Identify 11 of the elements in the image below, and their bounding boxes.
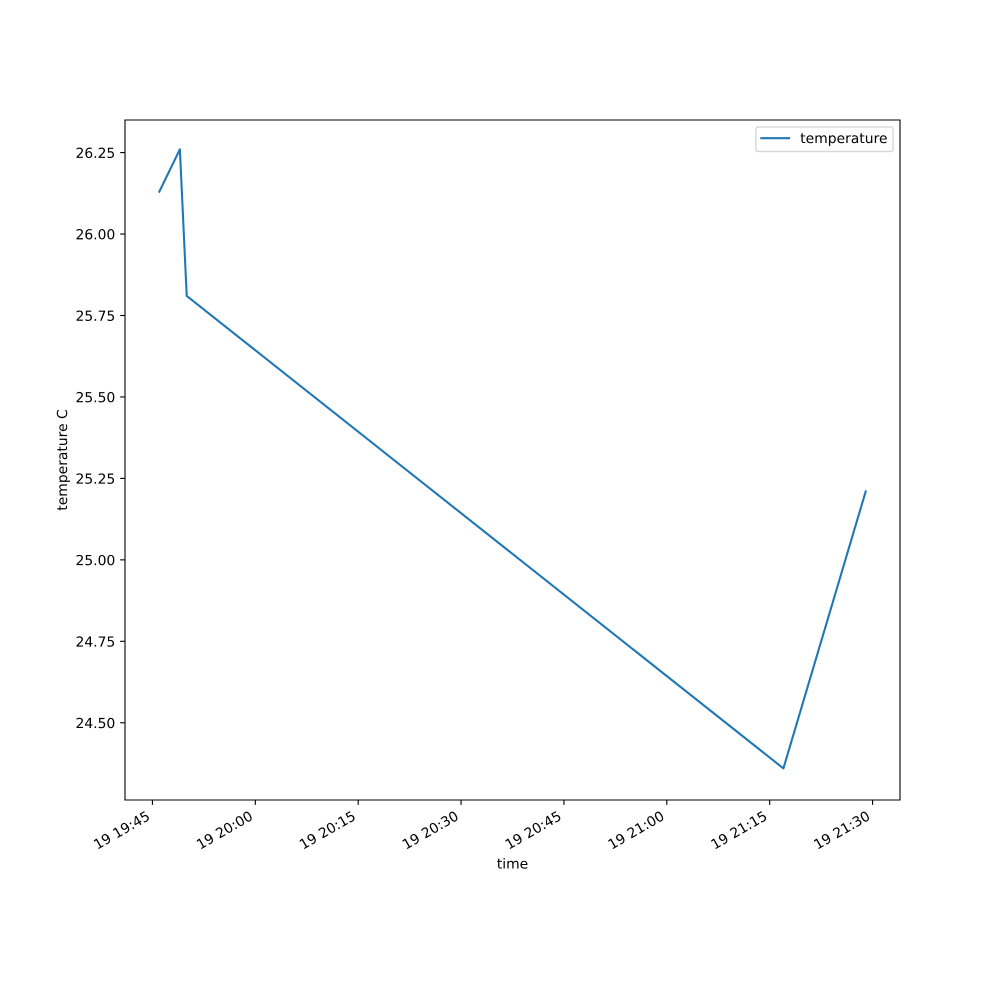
- y-tick-label: 25.50: [76, 392, 114, 402]
- x-axis-title: time: [497, 858, 528, 869]
- y-tick-label: 25.75: [76, 310, 114, 321]
- legend-label: temperature: [800, 133, 887, 146]
- y-tick-label: 26.00: [76, 229, 114, 240]
- y-tick-label: 24.75: [76, 636, 114, 647]
- y-tick-label: 24.50: [76, 718, 114, 728]
- y-tick-label: 25.25: [76, 473, 114, 484]
- y-tick-label: 25.00: [76, 554, 114, 566]
- y-axis-title: temperature C: [56, 410, 70, 510]
- y-tick-label: 26.25: [76, 148, 114, 158]
